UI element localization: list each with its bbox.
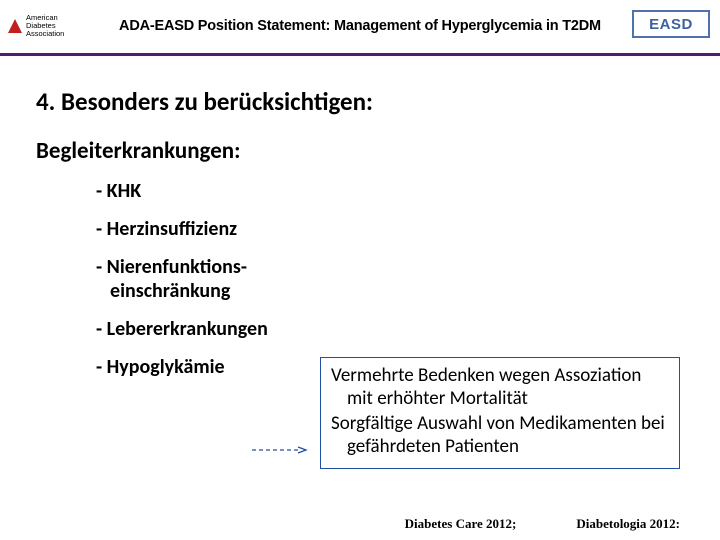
list-item: - Lebererkrankungen xyxy=(96,317,684,341)
footer-ref: Diabetes Care 2012; xyxy=(405,516,517,532)
header-title: ADA-EASD Position Statement: Management … xyxy=(0,18,720,35)
ada-logo: American Diabetes Association xyxy=(8,6,86,46)
header: American Diabetes Association ADA-EASD P… xyxy=(0,0,720,56)
easd-text: EASD xyxy=(649,16,693,33)
callout-text: Sorgfältige Auswahl von Medikamenten bei… xyxy=(331,412,669,458)
easd-logo: EASD xyxy=(632,10,710,38)
sub-title: Begleiterkrankungen: xyxy=(36,137,684,165)
footer: Diabetes Care 2012; Diabetologia 2012: xyxy=(0,516,720,532)
callout-text: Vermehrte Bedenken wegen Assoziation mit… xyxy=(331,364,669,410)
dashed-arrow-icon xyxy=(252,445,308,453)
list-item: - Herzinsuffizienz xyxy=(96,217,684,241)
content: 4. Besonders zu berücksichtigen: Begleit… xyxy=(0,56,720,379)
callout-box: Vermehrte Bedenken wegen Assoziation mit… xyxy=(320,357,680,469)
ada-triangle-icon xyxy=(8,19,22,33)
ada-text-line: Association xyxy=(26,30,64,38)
item-list: - KHK - Herzinsuffizienz - Nierenfunktio… xyxy=(36,179,684,379)
list-item: - KHK xyxy=(96,179,684,203)
list-item: - Nierenfunktions- einschränkung xyxy=(96,255,684,303)
section-title: 4. Besonders zu berücksichtigen: xyxy=(36,86,684,117)
footer-ref: Diabetologia 2012: xyxy=(576,516,680,532)
